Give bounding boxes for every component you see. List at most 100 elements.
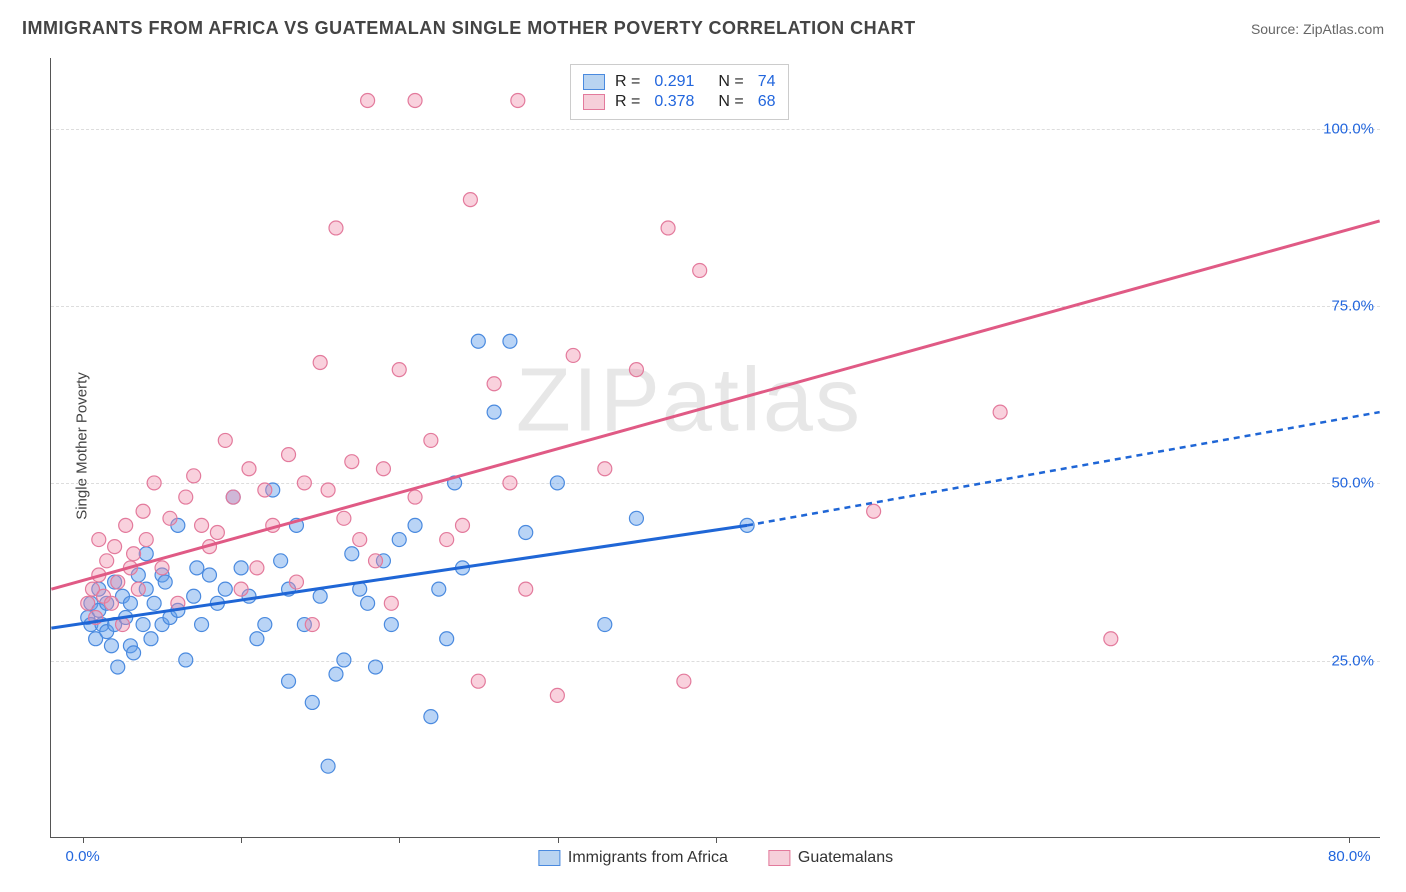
scatter-point-guatemalans [376, 462, 390, 476]
scatter-point-guatemalans [361, 93, 375, 107]
scatter-point-africa [147, 596, 161, 610]
scatter-point-africa [432, 582, 446, 596]
scatter-point-africa [111, 660, 125, 674]
scatter-point-guatemalans [463, 193, 477, 207]
r-value-guatemalans: 0.378 [654, 93, 694, 111]
scatter-point-guatemalans [369, 554, 383, 568]
scatter-point-guatemalans [440, 533, 454, 547]
scatter-point-guatemalans [598, 462, 612, 476]
scatter-point-guatemalans [250, 561, 264, 575]
scatter-point-guatemalans [234, 582, 248, 596]
scatter-point-guatemalans [392, 363, 406, 377]
scatter-svg [51, 58, 1380, 837]
scatter-point-guatemalans [519, 582, 533, 596]
trend-line-guatemalans [51, 221, 1379, 589]
scatter-point-guatemalans [566, 348, 580, 362]
scatter-point-africa [503, 334, 517, 348]
scatter-point-africa [629, 511, 643, 525]
scatter-point-guatemalans [329, 221, 343, 235]
scatter-point-africa [384, 618, 398, 632]
scatter-point-guatemalans [104, 596, 118, 610]
scatter-point-africa [158, 575, 172, 589]
scatter-point-guatemalans [100, 554, 114, 568]
scatter-point-guatemalans [242, 462, 256, 476]
scatter-point-guatemalans [218, 433, 232, 447]
scatter-point-guatemalans [258, 483, 272, 497]
x-tick [399, 837, 400, 843]
scatter-point-africa [136, 618, 150, 632]
scatter-point-guatemalans [503, 476, 517, 490]
n-label: N = [718, 73, 743, 91]
scatter-point-guatemalans [131, 582, 145, 596]
scatter-point-africa [187, 589, 201, 603]
scatter-point-africa [250, 632, 264, 646]
x-tick [241, 837, 242, 843]
scatter-point-africa [234, 561, 248, 575]
x-tick [83, 837, 84, 843]
scatter-point-guatemalans [471, 674, 485, 688]
scatter-point-guatemalans [867, 504, 881, 518]
scatter-point-guatemalans [81, 596, 95, 610]
scatter-point-africa [519, 525, 533, 539]
scatter-point-guatemalans [282, 448, 296, 462]
scatter-point-guatemalans [210, 525, 224, 539]
scatter-point-guatemalans [629, 363, 643, 377]
x-tick [1349, 837, 1350, 843]
plot-area: ZIPatlas 25.0%50.0%75.0%100.0%0.0%80.0%I… [50, 58, 1380, 838]
r-label: R = [615, 73, 640, 91]
scatter-point-africa [369, 660, 383, 674]
scatter-point-guatemalans [661, 221, 675, 235]
scatter-point-africa [144, 632, 158, 646]
scatter-point-guatemalans [345, 455, 359, 469]
scatter-point-africa [179, 653, 193, 667]
x-tick-label: 80.0% [1328, 848, 1371, 865]
legend-label-guatemalans: Guatemalans [798, 849, 893, 867]
r-label: R = [615, 93, 640, 111]
x-tick-label: 0.0% [66, 848, 100, 865]
scatter-point-guatemalans [155, 561, 169, 575]
scatter-point-guatemalans [337, 511, 351, 525]
scatter-point-guatemalans [108, 540, 122, 554]
legend-label-africa: Immigrants from Africa [568, 849, 728, 867]
scatter-point-guatemalans [289, 575, 303, 589]
scatter-point-guatemalans [163, 511, 177, 525]
scatter-point-guatemalans [693, 263, 707, 277]
scatter-point-guatemalans [111, 575, 125, 589]
chart-title: IMMIGRANTS FROM AFRICA VS GUATEMALAN SIN… [22, 18, 916, 39]
scatter-point-guatemalans [424, 433, 438, 447]
scatter-point-africa [598, 618, 612, 632]
legend-swatch-guatemalans [583, 94, 605, 110]
title-bar: IMMIGRANTS FROM AFRICA VS GUATEMALAN SIN… [22, 18, 1384, 39]
scatter-point-africa [329, 667, 343, 681]
scatter-point-guatemalans [408, 490, 422, 504]
scatter-point-africa [345, 547, 359, 561]
scatter-point-africa [202, 568, 216, 582]
r-value-africa: 0.291 [654, 73, 694, 91]
scatter-point-guatemalans [297, 476, 311, 490]
legend-swatch-africa [538, 850, 560, 866]
chart-container: IMMIGRANTS FROM AFRICA VS GUATEMALAN SIN… [0, 0, 1406, 892]
scatter-point-guatemalans [119, 518, 133, 532]
scatter-point-guatemalans [313, 356, 327, 370]
scatter-point-africa [408, 518, 422, 532]
scatter-point-africa [440, 632, 454, 646]
scatter-point-africa [195, 618, 209, 632]
legend-item-guatemalans: Guatemalans [768, 849, 893, 867]
scatter-point-africa [487, 405, 501, 419]
legend-stats-row-africa: R = 0.291 N = 74 [583, 73, 776, 91]
legend-item-africa: Immigrants from Africa [538, 849, 728, 867]
scatter-point-guatemalans [487, 377, 501, 391]
scatter-point-guatemalans [550, 688, 564, 702]
scatter-point-guatemalans [179, 490, 193, 504]
scatter-point-guatemalans [677, 674, 691, 688]
scatter-point-guatemalans [993, 405, 1007, 419]
scatter-point-guatemalans [136, 504, 150, 518]
scatter-point-africa [313, 589, 327, 603]
n-label: N = [718, 93, 743, 111]
scatter-point-guatemalans [384, 596, 398, 610]
scatter-point-africa [274, 554, 288, 568]
scatter-point-africa [104, 639, 118, 653]
scatter-point-africa [424, 710, 438, 724]
n-value-africa: 74 [758, 73, 776, 91]
scatter-point-africa [471, 334, 485, 348]
